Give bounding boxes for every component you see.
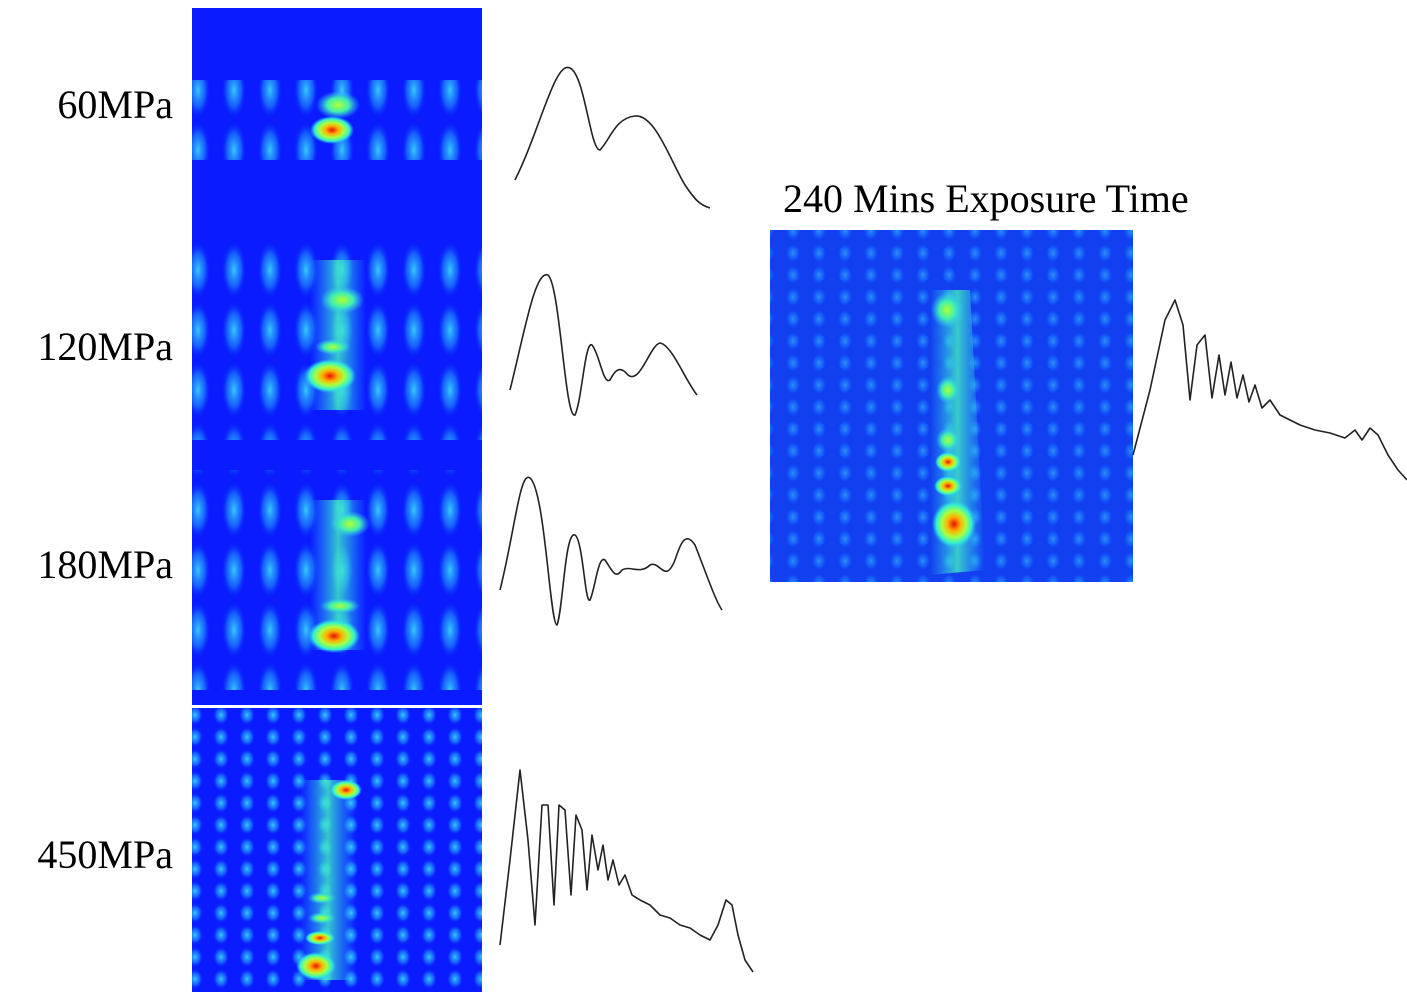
pressure-label: 120MPa <box>37 324 173 369</box>
pressure-label: 450MPa <box>37 832 173 877</box>
pressure-label: 180MPa <box>37 542 173 587</box>
profile-240min <box>1132 299 1407 481</box>
profile-120 <box>509 274 698 416</box>
profile-450 <box>499 769 754 973</box>
panel-180 <box>192 465 482 705</box>
panel-240min <box>770 230 1133 582</box>
panel-120 <box>192 228 482 465</box>
pressure-label: 60MPa <box>57 82 173 127</box>
profile-180 <box>499 476 723 626</box>
panel-450 <box>192 708 482 992</box>
panel-title: 240 Mins Exposure Time <box>783 176 1189 221</box>
panel-60 <box>192 8 482 228</box>
profiles <box>499 66 1407 973</box>
profile-60 <box>514 66 711 209</box>
